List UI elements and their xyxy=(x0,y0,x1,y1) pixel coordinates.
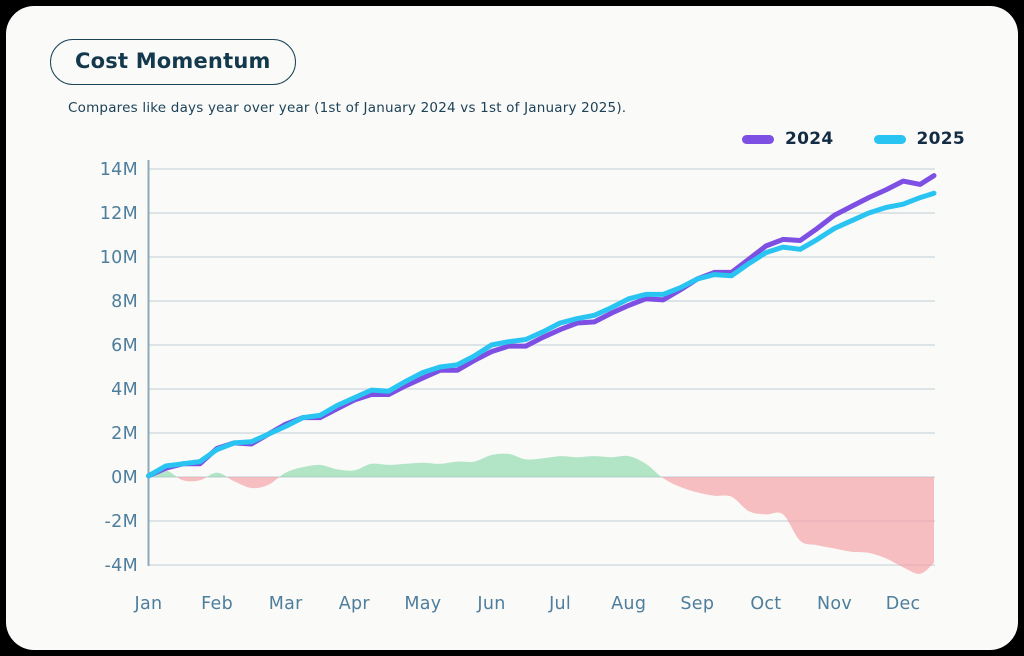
y-tick-label: -2M xyxy=(105,512,138,532)
y-tick-label: 4M xyxy=(111,380,138,400)
diff-area-negative xyxy=(148,477,934,574)
x-tick-label: Sep xyxy=(680,594,714,614)
cost-momentum-card: Cost Momentum Compares like days year ov… xyxy=(6,6,1018,650)
x-tick-label: Dec xyxy=(886,594,921,614)
y-tick-label: 0M xyxy=(111,468,138,488)
x-tick-label: Apr xyxy=(339,594,371,614)
y-tick-label: 8M xyxy=(111,292,138,312)
series-line-2025[interactable] xyxy=(146,190,937,479)
legend-item-2024[interactable]: 2024 xyxy=(742,129,834,149)
x-tick-label: May xyxy=(404,594,441,614)
x-tick-label: Aug xyxy=(611,594,646,614)
legend-swatch-2025-icon xyxy=(873,134,906,144)
page-title: Cost Momentum xyxy=(50,39,296,85)
y-tick-label: 14M xyxy=(100,160,138,180)
x-tick-label: Jan xyxy=(134,594,163,614)
diff-area-positive xyxy=(148,453,934,477)
y-tick-label: 2M xyxy=(111,424,138,444)
legend-label-2025: 2025 xyxy=(916,129,966,149)
x-tick-label: Oct xyxy=(750,594,781,614)
x-tick-label: Jun xyxy=(476,594,505,614)
x-tick-label: Mar xyxy=(269,594,303,614)
y-tick-label: 6M xyxy=(111,336,138,356)
y-tick-label: 10M xyxy=(100,248,138,268)
chart-legend: 2024 2025 xyxy=(742,129,965,149)
legend-swatch-2024-icon xyxy=(742,134,774,144)
legend-label-2024: 2024 xyxy=(785,129,834,149)
x-tick-label: Nov xyxy=(817,594,852,614)
x-tick-label: Jul xyxy=(548,594,571,614)
chart-subtitle: Compares like days year over year (1st o… xyxy=(68,100,627,116)
y-tick-label: 12M xyxy=(100,204,138,224)
cost-momentum-chart: 14M 12M 10M 8M 6M 4M 2M 0M -2M -4M Jan Feb Mar Apr May… xyxy=(100,160,937,614)
series-line-2024[interactable] xyxy=(146,173,937,479)
legend-item-2025[interactable]: 2025 xyxy=(873,129,966,149)
y-tick-label: -4M xyxy=(105,556,138,576)
x-tick-label: Feb xyxy=(201,594,233,614)
